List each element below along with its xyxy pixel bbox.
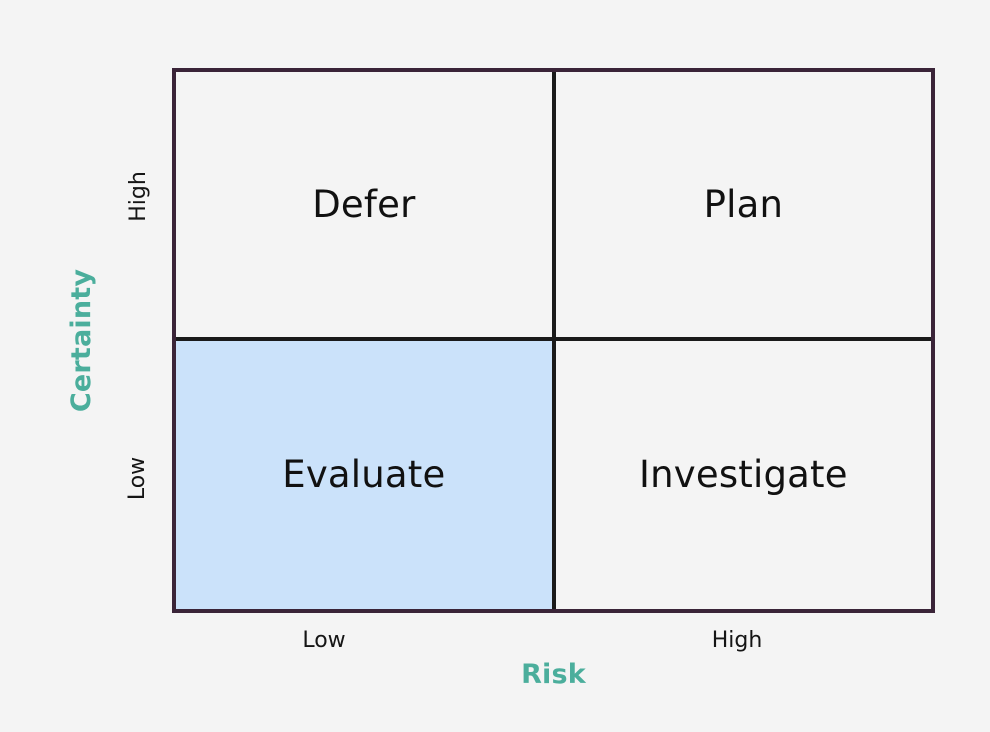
y-axis-title: Certainty [52,68,112,613]
x-axis-tick-low: Low [302,628,346,653]
quadrant-cell-defer[interactable]: Defer [176,72,556,341]
quadrant-matrix: Defer Plan Evaluate Investigate [172,68,935,613]
quadrant-cell-investigate[interactable]: Investigate [556,341,931,610]
x-axis-tick-high: High [711,628,763,653]
quadrant-label-plan: Plan [703,182,784,226]
y-axis-title-text: Certainty [66,268,98,413]
y-axis-tick-high: High [114,170,162,222]
quadrant-label-investigate: Investigate [639,453,848,497]
y-axis-tick-low-text: Low [125,456,151,500]
y-axis-tick-low: Low [114,454,162,502]
quadrant-cell-evaluate[interactable]: Evaluate [176,340,556,609]
quadrant-label-evaluate: Evaluate [282,453,446,497]
quadrant-cell-plan[interactable]: Plan [555,72,931,341]
y-axis-tick-high-text: High [125,170,151,222]
x-axis-title: Risk [521,659,586,690]
quadrant-label-defer: Defer [312,182,416,226]
